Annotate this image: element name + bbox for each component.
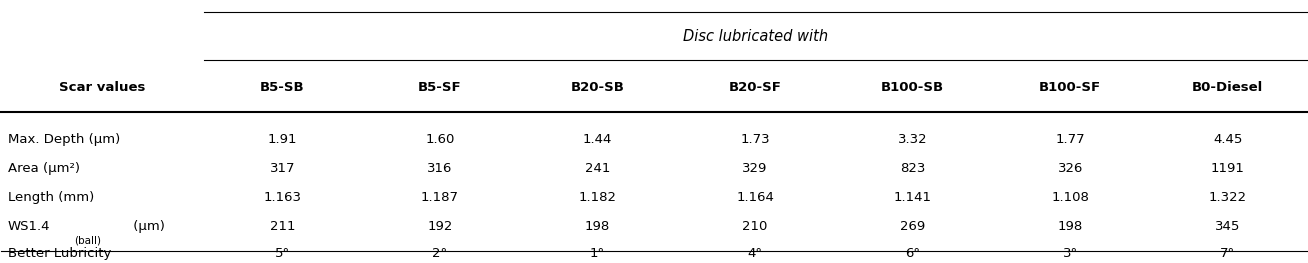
Text: 317: 317 xyxy=(269,163,296,175)
Text: Better Lubricity: Better Lubricity xyxy=(8,247,111,260)
Text: (ball): (ball) xyxy=(75,235,102,245)
Text: 211: 211 xyxy=(269,220,296,232)
Text: 198: 198 xyxy=(585,220,611,232)
Text: 6°: 6° xyxy=(905,247,921,260)
Text: 1.77: 1.77 xyxy=(1056,133,1086,146)
Text: B100-SF: B100-SF xyxy=(1040,81,1101,94)
Text: 823: 823 xyxy=(900,163,925,175)
Text: 1.163: 1.163 xyxy=(263,191,301,204)
Text: 1.187: 1.187 xyxy=(421,191,459,204)
Text: B20-SF: B20-SF xyxy=(729,81,782,94)
Text: 198: 198 xyxy=(1058,220,1083,232)
Text: 1.73: 1.73 xyxy=(740,133,770,146)
Text: B100-SB: B100-SB xyxy=(882,81,944,94)
Text: 1°: 1° xyxy=(590,247,606,260)
Text: 4.45: 4.45 xyxy=(1213,133,1243,146)
Text: 241: 241 xyxy=(585,163,611,175)
Text: 2°: 2° xyxy=(433,247,447,260)
Text: 7°: 7° xyxy=(1220,247,1235,260)
Text: Max. Depth (μm): Max. Depth (μm) xyxy=(8,133,120,146)
Text: 1.91: 1.91 xyxy=(268,133,297,146)
Text: B0-Diesel: B0-Diesel xyxy=(1192,81,1264,94)
Text: Scar values: Scar values xyxy=(59,81,145,94)
Text: 1.60: 1.60 xyxy=(425,133,455,146)
Text: 4°: 4° xyxy=(748,247,763,260)
Text: 1.182: 1.182 xyxy=(578,191,616,204)
Text: 3°: 3° xyxy=(1062,247,1078,260)
Text: B20-SB: B20-SB xyxy=(570,81,624,94)
Text: 192: 192 xyxy=(428,220,453,232)
Text: B5-SB: B5-SB xyxy=(260,81,305,94)
Text: 329: 329 xyxy=(743,163,768,175)
Text: (μm): (μm) xyxy=(129,220,165,232)
Text: 1.44: 1.44 xyxy=(583,133,612,146)
Text: 316: 316 xyxy=(428,163,453,175)
Text: 269: 269 xyxy=(900,220,925,232)
Text: 1.164: 1.164 xyxy=(736,191,774,204)
Text: 345: 345 xyxy=(1215,220,1240,232)
Text: Length (mm): Length (mm) xyxy=(8,191,94,204)
Text: 3.32: 3.32 xyxy=(897,133,927,146)
Text: 1.108: 1.108 xyxy=(1052,191,1090,204)
Text: 210: 210 xyxy=(743,220,768,232)
Text: Area (μm²): Area (μm²) xyxy=(8,163,80,175)
Text: 1191: 1191 xyxy=(1211,163,1245,175)
Text: WS1.4: WS1.4 xyxy=(8,220,51,232)
Text: 1.322: 1.322 xyxy=(1209,191,1247,204)
Text: B5-SF: B5-SF xyxy=(419,81,462,94)
Text: Disc lubricated with: Disc lubricated with xyxy=(683,29,828,44)
Text: 1.141: 1.141 xyxy=(893,191,931,204)
Text: 326: 326 xyxy=(1058,163,1083,175)
Text: 5°: 5° xyxy=(275,247,290,260)
